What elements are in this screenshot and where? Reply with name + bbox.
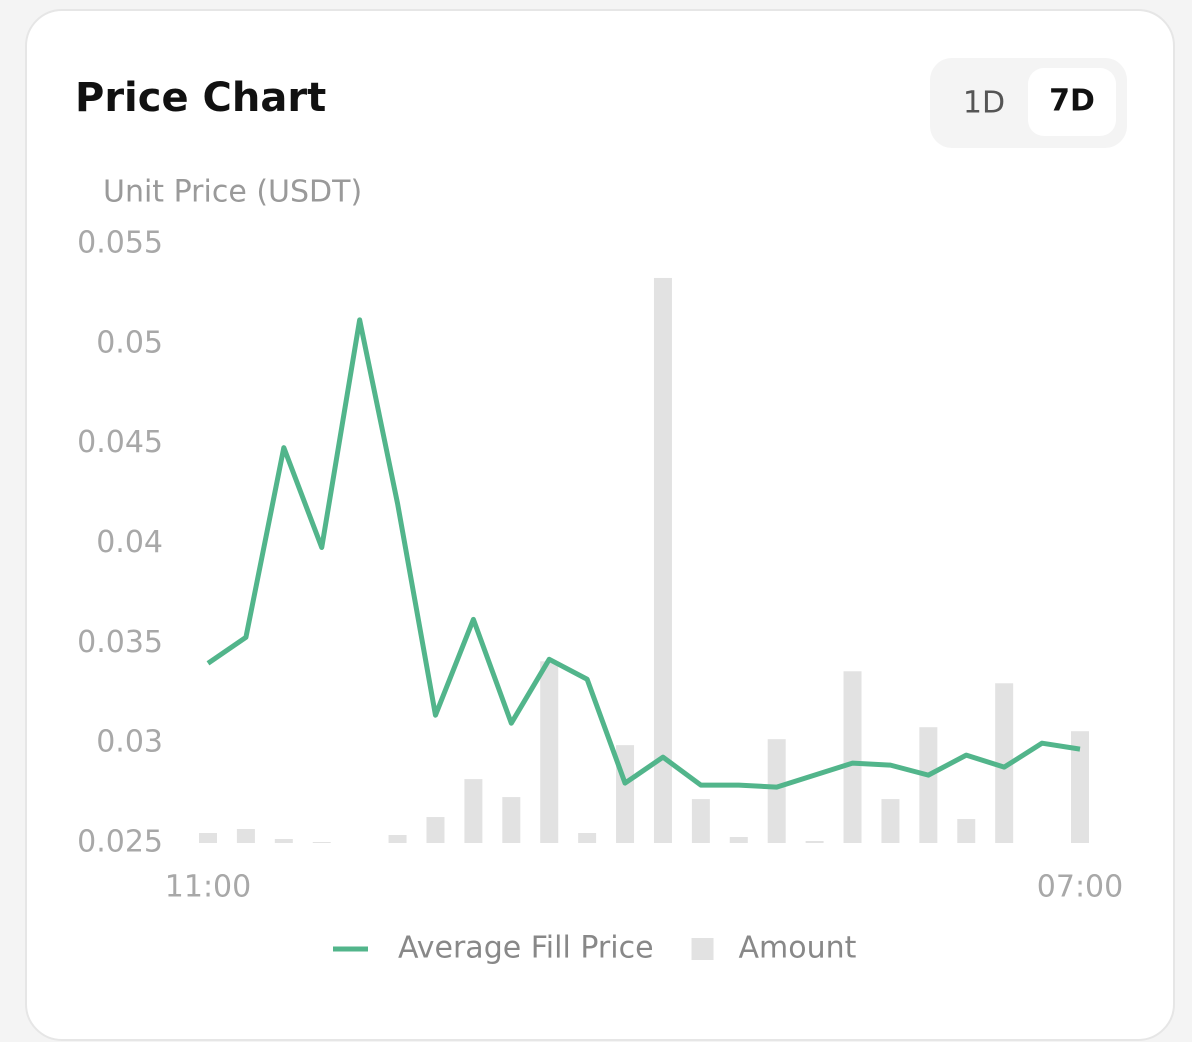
legend-label: Amount [739,931,857,966]
tab[interactable]: 1D [963,86,1005,121]
amount-bar [502,797,521,843]
amount-bar [919,727,938,843]
amount-bar [843,671,862,843]
amount-bar [464,779,483,843]
y-tick-label: 0.035 [77,625,163,660]
card-background [25,9,1175,1041]
y-tick-label: 0.025 [77,825,163,860]
amount-bar [767,739,786,843]
tab-active-bg [1028,68,1116,136]
amount-bar [957,819,976,843]
y-tick-label: 0.05 [96,325,163,360]
amount-bar [729,837,748,843]
amount-bar [199,833,217,843]
amount-bar [881,799,900,843]
amount-bar [540,661,559,843]
y-tick-label: 0.04 [96,525,163,560]
amount-bar [236,829,255,843]
amount-bar [312,842,331,843]
price-line [206,317,1081,790]
tab[interactable]: 7D [1049,84,1095,119]
legend-swatch [691,938,714,960]
legend-label: Average Fill Price [398,931,654,966]
chart-title: Price Chart [75,75,326,121]
x-tick-label: 07:00 [1037,870,1123,905]
y-tick-label: 0.055 [77,226,163,261]
amount-bar [805,841,824,843]
amount-bar [578,833,597,843]
amount-bar [426,817,445,843]
amount-bar [995,683,1014,843]
y-tick-label: 0.03 [96,725,163,760]
y-tick-label: 0.045 [77,425,163,460]
amount-bar [691,799,710,843]
amount-bar [388,835,407,843]
amount-bar [1071,731,1089,843]
y-axis-title: Unit Price (USDT) [103,175,362,210]
amount-bar [274,839,293,843]
x-tick-label: 11:00 [165,870,251,905]
amount-bar [653,277,672,843]
